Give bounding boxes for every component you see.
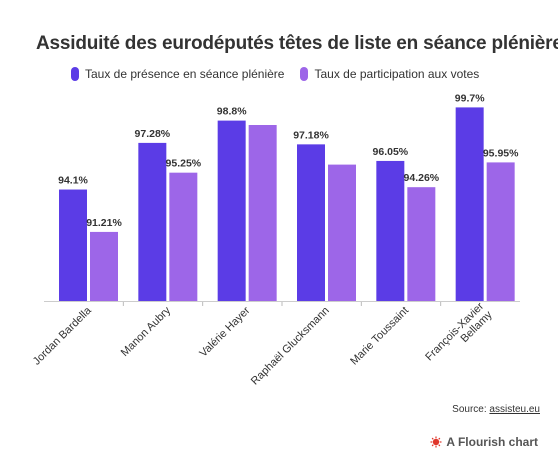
data-label-participation-1: 95.25% bbox=[166, 158, 202, 170]
x-tick-label-4: Marie Toussaint bbox=[348, 305, 411, 368]
data-label-presence-2: 98.8% bbox=[217, 106, 247, 118]
data-label-presence-4: 96.05% bbox=[373, 146, 409, 158]
x-tick-label-2: Valérie Hayer bbox=[197, 304, 252, 359]
source-link[interactable]: assisteu.eu bbox=[489, 404, 540, 415]
data-label-presence-5: 99.7% bbox=[455, 92, 485, 104]
bar-presence-2[interactable] bbox=[217, 120, 246, 301]
data-label-presence-0: 94.1% bbox=[58, 175, 88, 187]
flourish-credit[interactable]: A Flourish chart bbox=[430, 435, 538, 449]
data-label-participation-5: 95.95% bbox=[483, 147, 519, 159]
data-label-participation-4: 94.26% bbox=[404, 172, 440, 184]
legend-label-presence: Taux de présence en séance plénière bbox=[85, 67, 285, 81]
x-tick-label-1: Manon Aubry bbox=[119, 304, 174, 359]
data-label-presence-3: 97.18% bbox=[293, 129, 329, 141]
data-label-participation-0: 91.21% bbox=[86, 217, 122, 229]
x-tick-label-3: Raphaël Glucksmann bbox=[249, 305, 332, 388]
bar-participation-0[interactable] bbox=[90, 231, 118, 301]
bar-participation-5[interactable] bbox=[486, 162, 515, 301]
source-prefix: Source: bbox=[452, 404, 490, 415]
x-tick-label-5: François-XavierBellamy bbox=[423, 300, 495, 372]
chart-legend: Taux de présence en séance plénière Taux… bbox=[71, 67, 479, 81]
bar-presence-1[interactable] bbox=[138, 142, 167, 301]
bar-presence-0[interactable] bbox=[59, 189, 87, 301]
legend-item-participation[interactable]: Taux de participation aux votes bbox=[300, 67, 479, 81]
legend-item-presence[interactable]: Taux de présence en séance plénière bbox=[71, 67, 284, 81]
flourish-logo-icon bbox=[430, 436, 442, 448]
bar-participation-1[interactable] bbox=[169, 172, 198, 301]
data-label-presence-1: 97.28% bbox=[135, 128, 171, 140]
bar-presence-4[interactable] bbox=[376, 160, 405, 301]
legend-swatch-presence bbox=[71, 67, 79, 81]
bar-participation-4[interactable] bbox=[407, 187, 436, 301]
chart-title: Assiduité des eurodéputés têtes de liste… bbox=[36, 33, 558, 54]
flourish-credit-label: A Flourish chart bbox=[446, 435, 538, 449]
x-tick-label-0: Jordan Bardella bbox=[31, 304, 95, 368]
bar-presence-5[interactable] bbox=[455, 107, 484, 302]
source-note: Source: assisteu.eu bbox=[452, 404, 540, 415]
legend-swatch-participation bbox=[300, 67, 309, 81]
bar-presence-3[interactable] bbox=[297, 144, 325, 301]
bar-participation-3[interactable] bbox=[328, 164, 356, 301]
bar-participation-2[interactable] bbox=[248, 125, 277, 301]
legend-label-participation: Taux de participation aux votes bbox=[314, 67, 480, 81]
